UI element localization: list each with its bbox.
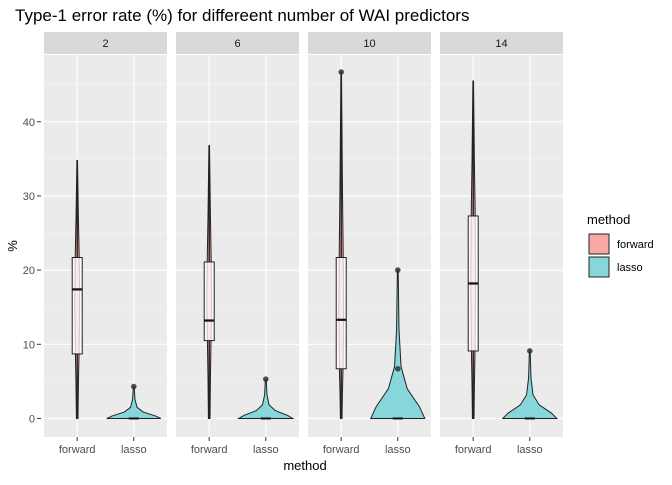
legend-title: method — [587, 212, 630, 227]
facet-strip-label: 10 — [363, 38, 375, 50]
outlier-point — [262, 376, 269, 382]
facet-strip-label: 14 — [495, 38, 507, 50]
x-tick-label: forward — [323, 444, 360, 456]
y-tick-label: 10 — [23, 339, 35, 351]
x-tick-label: lasso — [517, 444, 543, 456]
legend-label-lasso: lasso — [617, 262, 643, 274]
y-tick-label: 40 — [23, 117, 35, 129]
legend-key-forward — [588, 233, 610, 255]
x-tick-label: forward — [59, 444, 96, 456]
legend-key-lasso — [588, 256, 610, 278]
x-axis-label: method — [283, 458, 326, 473]
outlier-point — [394, 365, 401, 372]
facet-strip — [44, 32, 167, 54]
facet-strip-label: 2 — [102, 38, 108, 50]
box — [203, 261, 215, 342]
facet-panel — [176, 55, 299, 437]
facet-strip-label: 6 — [234, 38, 240, 50]
x-tick-label: lasso — [385, 444, 411, 456]
outlier-point — [394, 267, 401, 273]
legend-label-forward: forward — [617, 239, 654, 251]
facet-panel — [440, 55, 563, 437]
x-tick-label: lasso — [253, 444, 279, 456]
facet-strip — [176, 32, 299, 54]
box — [335, 256, 347, 370]
y-tick-label: 30 — [23, 191, 35, 203]
x-tick-label: forward — [191, 444, 228, 456]
facet-strip — [308, 32, 431, 54]
outlier-point — [130, 383, 137, 390]
facet-panels: 0 10 20 30 40 2 forward lasso 6 forward lasso 10 for… — [23, 32, 563, 456]
facet-panel — [44, 55, 167, 437]
facet-panel — [308, 55, 431, 437]
y-axis-label: % — [5, 240, 20, 252]
facet-strip — [440, 32, 563, 54]
chart-title: Type-1 error rate (%) for differeent num… — [15, 6, 469, 25]
outlier-point — [526, 348, 533, 354]
y-tick-label: 20 — [23, 265, 35, 277]
outlier-point — [338, 69, 345, 75]
x-tick-label: lasso — [121, 444, 147, 456]
box — [71, 256, 83, 355]
x-tick-label: forward — [455, 444, 492, 456]
legend: method forward lasso — [587, 212, 654, 278]
y-tick-label: 0 — [29, 413, 35, 425]
